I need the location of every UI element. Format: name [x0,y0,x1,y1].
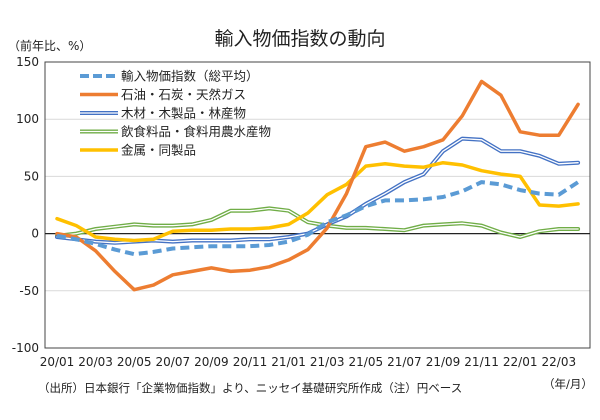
series-line [55,79,580,292]
series-line [56,180,580,257]
x-tick-label: 20/11 [233,355,268,369]
y-tick-label: 100 [16,112,39,126]
series-line [55,160,580,243]
source-note: （出所）日本銀行「企業物価指数」より、ニッセイ基礎研究所作成（注）円ベース [38,381,462,395]
series-3 [55,206,581,239]
y-tick-label: -100 [12,341,39,355]
legend-item: 輸入物価指数（総平均） [80,69,259,84]
x-tick-label: 21/03 [310,355,345,369]
series-1 [55,79,580,292]
x-tick-label: 20/05 [117,355,152,369]
chart-title: 輸入物価指数の動向 [214,28,385,50]
x-tick-label: 21/07 [387,355,422,369]
legend-label: 飲食料品・食料用農水産物 [121,124,271,139]
y-tick-label: 150 [16,55,39,69]
series-0 [56,180,580,257]
x-tick-label: 20/09 [194,355,229,369]
x-tick-label: 22/01 [503,355,538,369]
x-tick-label: 20/03 [78,355,113,369]
x-axis: 20/01 20/03 20/05 20/07 20/09 20/11 21/01 21/03… [40,355,576,369]
x-tick-label: 21/01 [271,355,306,369]
series-line-inner [56,207,579,238]
x-tick-label: 21/09 [426,355,461,369]
x-tick-label: 22/03 [542,355,577,369]
legend-label: 石油・石炭・天然ガス [121,87,246,102]
legend: 輸入物価指数（総平均） 石油・石炭・天然ガス木材・木製品・林産物飲食料品・食料用農… [80,69,271,158]
legend-label: 輸入物価指数（総平均） [121,69,259,84]
x-tick-label: 21/05 [349,355,384,369]
x-tick-label: 20/07 [156,355,191,369]
y-axis: 150 100 50 0 -50 -100 [12,55,39,355]
y-tick-label: -50 [19,284,39,298]
legend-item: 飲食料品・食料用農水産物 [80,124,271,139]
series-group [55,79,581,292]
x-tick-label: 20/01 [40,355,75,369]
y-axis-unit: （前年比、%） [8,38,91,53]
legend-label: 金属・同製品 [121,143,196,158]
x-axis-unit: （年/月） [543,377,593,391]
plot-area [44,61,591,349]
y-tick-label: 50 [24,169,39,183]
series-4 [55,160,580,243]
legend-item: 金属・同製品 [80,143,196,158]
legend-item: 木材・木製品・林産物 [80,106,246,121]
legend-label: 木材・木製品・林産物 [121,106,246,121]
legend-item: 石油・石炭・天然ガス [80,87,246,102]
y-tick-label: 0 [31,227,39,241]
x-tick-label: 21/11 [464,355,499,369]
